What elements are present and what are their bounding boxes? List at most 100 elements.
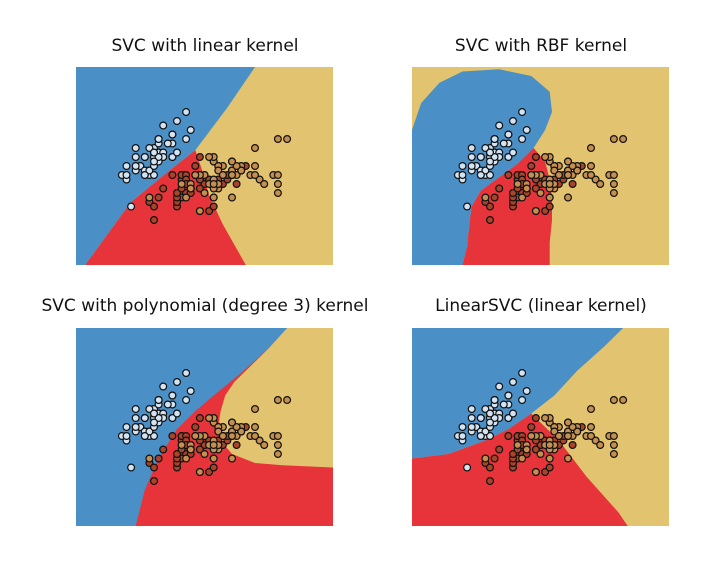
data-point-class0 bbox=[140, 152, 149, 161]
data-point-class2 bbox=[228, 157, 237, 166]
data-point-class0 bbox=[127, 202, 136, 211]
data-point-class0 bbox=[163, 139, 172, 148]
data-point-class1 bbox=[485, 463, 494, 472]
data-point-class2 bbox=[564, 418, 573, 427]
data-point-class1 bbox=[527, 161, 536, 170]
data-point-class1 bbox=[485, 202, 494, 211]
data-point-class2 bbox=[554, 170, 563, 179]
data-point-class0 bbox=[186, 125, 195, 134]
data-point-class2 bbox=[564, 157, 573, 166]
data-point-class0 bbox=[490, 152, 499, 161]
data-point-class2 bbox=[232, 422, 241, 431]
data-point-class2 bbox=[550, 427, 559, 436]
data-point-class1 bbox=[149, 202, 158, 211]
data-point-class1 bbox=[149, 216, 158, 225]
data-point-class1 bbox=[541, 207, 550, 216]
panel-title-rbf: SVC with RBF kernel bbox=[454, 36, 628, 56]
data-point-class0 bbox=[518, 368, 527, 377]
data-point-class0 bbox=[508, 116, 517, 125]
data-point-class2 bbox=[619, 134, 628, 143]
data-point-class0 bbox=[463, 202, 472, 211]
data-point-class2 bbox=[251, 161, 260, 170]
data-point-class0 bbox=[131, 152, 140, 161]
data-point-class2 bbox=[609, 431, 618, 440]
data-point-class0 bbox=[504, 391, 513, 400]
data-point-class2 bbox=[273, 431, 282, 440]
data-point-class2 bbox=[273, 170, 282, 179]
data-point-class0 bbox=[463, 463, 472, 472]
data-point-class1 bbox=[495, 184, 504, 193]
data-point-class2 bbox=[273, 449, 282, 458]
data-point-class0 bbox=[154, 134, 163, 143]
region-class-1 bbox=[412, 413, 628, 526]
data-point-class2 bbox=[481, 454, 490, 463]
panel-title-linearsvc: LinearSVC (linear kernel) bbox=[435, 296, 647, 316]
data-point-class0 bbox=[476, 170, 485, 179]
data-point-class2 bbox=[591, 175, 600, 184]
data-point-class0 bbox=[458, 431, 467, 440]
data-point-class0 bbox=[467, 404, 476, 413]
data-point-class0 bbox=[508, 409, 517, 418]
data-point-class2 bbox=[587, 422, 596, 431]
data-point-class2 bbox=[209, 454, 218, 463]
data-point-class0 bbox=[458, 161, 467, 170]
decision-plot-poly bbox=[76, 328, 333, 526]
data-point-class1 bbox=[191, 161, 200, 170]
data-point-class0 bbox=[122, 170, 131, 179]
data-point-class2 bbox=[251, 431, 260, 440]
data-point-class2 bbox=[200, 449, 209, 458]
data-point-class0 bbox=[168, 413, 177, 422]
data-point-class1 bbox=[172, 449, 181, 458]
data-point-class2 bbox=[182, 193, 191, 202]
data-point-class0 bbox=[458, 170, 467, 179]
data-point-class2 bbox=[587, 170, 596, 179]
data-point-class0 bbox=[145, 404, 154, 413]
data-point-class0 bbox=[518, 107, 527, 116]
data-point-class1 bbox=[195, 445, 204, 454]
data-point-class2 bbox=[228, 193, 237, 202]
data-point-class2 bbox=[587, 431, 596, 440]
data-point-class1 bbox=[531, 445, 540, 454]
data-point-class2 bbox=[550, 166, 559, 175]
data-point-class2 bbox=[587, 161, 596, 170]
data-point-class2 bbox=[237, 427, 246, 436]
data-point-class2 bbox=[545, 440, 554, 449]
data-point-class2 bbox=[573, 427, 582, 436]
data-point-class0 bbox=[131, 161, 140, 170]
data-point-class2 bbox=[200, 188, 209, 197]
data-point-class0 bbox=[504, 130, 513, 139]
data-point-class2 bbox=[541, 152, 550, 161]
data-point-class2 bbox=[609, 395, 618, 404]
data-point-class0 bbox=[131, 413, 140, 422]
data-point-class0 bbox=[172, 116, 181, 125]
data-point-class0 bbox=[485, 170, 494, 179]
data-point-class2 bbox=[273, 188, 282, 197]
data-point-class2 bbox=[564, 454, 573, 463]
data-point-class2 bbox=[609, 170, 618, 179]
data-point-class2 bbox=[251, 170, 260, 179]
data-point-class0 bbox=[182, 368, 191, 377]
data-point-class2 bbox=[609, 188, 618, 197]
data-point-class2 bbox=[527, 170, 536, 179]
decision-plot-linearsvc bbox=[412, 328, 669, 526]
data-point-class2 bbox=[522, 184, 531, 193]
data-point-class2 bbox=[531, 468, 540, 477]
data-point-class1 bbox=[195, 413, 204, 422]
data-point-class2 bbox=[541, 413, 550, 422]
data-point-class1 bbox=[490, 193, 499, 202]
data-point-class2 bbox=[228, 170, 237, 179]
data-point-class1 bbox=[545, 463, 554, 472]
data-point-class2 bbox=[536, 188, 545, 197]
data-point-class1 bbox=[527, 422, 536, 431]
data-point-class0 bbox=[495, 121, 504, 130]
data-point-class2 bbox=[218, 170, 227, 179]
data-point-class2 bbox=[251, 422, 260, 431]
data-point-class2 bbox=[273, 395, 282, 404]
data-point-class0 bbox=[481, 427, 490, 436]
data-point-class0 bbox=[490, 413, 499, 422]
data-point-class0 bbox=[154, 395, 163, 404]
data-point-class2 bbox=[283, 395, 292, 404]
data-point-class0 bbox=[490, 134, 499, 143]
data-point-class2 bbox=[195, 468, 204, 477]
data-point-class2 bbox=[522, 445, 531, 454]
